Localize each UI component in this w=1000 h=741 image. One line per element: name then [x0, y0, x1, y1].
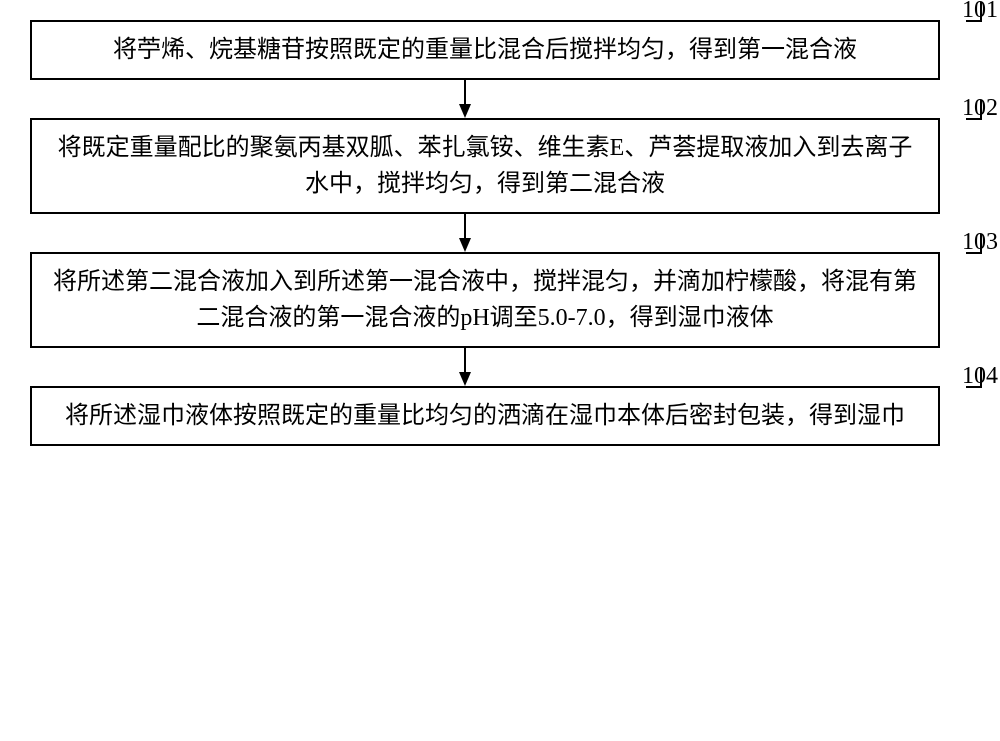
step-102-label: 102: [962, 96, 998, 120]
flowchart-container: 将苧烯、烷基糖苷按照既定的重量比混合后搅拌均匀，得到第一混合液 101 将既定重…: [30, 20, 970, 446]
step-101-label-group: 101: [940, 2, 978, 26]
step-101-row: 将苧烯、烷基糖苷按照既定的重量比混合后搅拌均匀，得到第一混合液 101: [30, 20, 970, 80]
step-104-label: 104: [962, 364, 998, 388]
step-101-label: 101: [962, 0, 998, 22]
step-104-label-group: 104: [940, 368, 978, 392]
step-103-box: 将所述第二混合液加入到所述第一混合液中，搅拌混匀，并滴加柠檬酸，将混有第二混合液…: [30, 252, 940, 348]
step-104-row: 将所述湿巾液体按照既定的重量比均匀的洒滴在湿巾本体后密封包装，得到湿巾 104: [30, 386, 970, 446]
step-102-box: 将既定重量配比的聚氨丙基双胍、苯扎氯铵、维生素E、芦荟提取液加入到去离子水中，搅…: [30, 118, 940, 214]
arrow-102-103: [30, 214, 900, 252]
arrow-101-102: [30, 80, 900, 118]
step-102-row: 将既定重量配比的聚氨丙基双胍、苯扎氯铵、维生素E、芦荟提取液加入到去离子水中，搅…: [30, 118, 970, 214]
step-102-label-group: 102: [940, 100, 978, 124]
step-103-label-group: 103: [940, 234, 978, 258]
step-104-box: 将所述湿巾液体按照既定的重量比均匀的洒滴在湿巾本体后密封包装，得到湿巾: [30, 386, 940, 446]
step-103-row: 将所述第二混合液加入到所述第一混合液中，搅拌混匀，并滴加柠檬酸，将混有第二混合液…: [30, 252, 970, 348]
step-101-box: 将苧烯、烷基糖苷按照既定的重量比混合后搅拌均匀，得到第一混合液: [30, 20, 940, 80]
step-103-label: 103: [962, 230, 998, 254]
arrow-103-104: [30, 348, 900, 386]
